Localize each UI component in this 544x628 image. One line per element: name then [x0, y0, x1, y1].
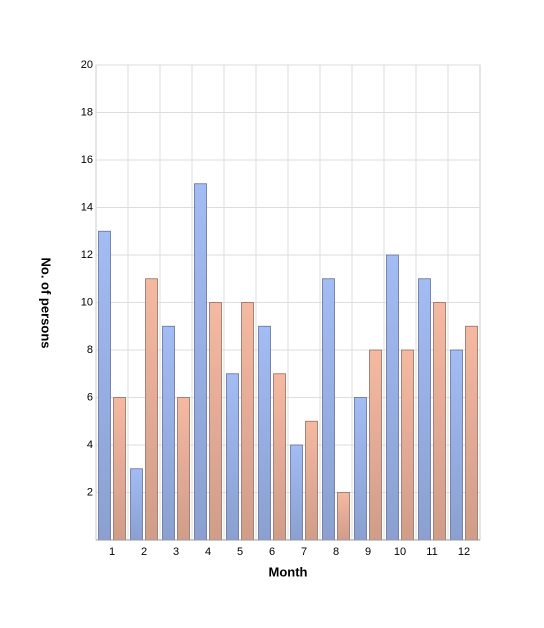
bar: [226, 373, 239, 541]
y-tick-label: 12: [81, 249, 93, 261]
bar: [290, 444, 303, 541]
bar: [145, 278, 158, 541]
x-tick-label: 12: [458, 546, 470, 558]
bar: [322, 278, 335, 541]
y-tick-label: 20: [81, 59, 93, 71]
x-axis-title: Month: [269, 564, 308, 579]
y-tick-label: 2: [87, 486, 93, 498]
y-tick-label: 6: [87, 391, 93, 403]
bar: [130, 468, 143, 541]
x-tick-label: 7: [301, 546, 307, 558]
y-tick-label: 10: [81, 296, 93, 308]
y-tick-label: 4: [87, 439, 93, 451]
x-tick-label: 2: [141, 546, 147, 558]
bar: [241, 302, 254, 541]
bar: [194, 183, 207, 541]
x-tick-label: 4: [205, 546, 211, 558]
y-tick-label: 8: [87, 344, 93, 356]
bar: [162, 325, 175, 541]
x-tick-label: 6: [269, 546, 275, 558]
bar: [273, 373, 286, 541]
y-tick-label: 18: [81, 106, 93, 118]
y-tick-label: 16: [81, 154, 93, 166]
bar: [305, 420, 318, 541]
y-tick-label: 14: [81, 201, 93, 213]
x-tick-label: 5: [237, 546, 243, 558]
bar: [337, 492, 350, 541]
x-tick-label: 9: [365, 546, 371, 558]
x-tick-label: 3: [173, 546, 179, 558]
x-tick-label: 11: [426, 546, 437, 558]
bar: [98, 230, 111, 541]
x-tick-label: 10: [394, 546, 406, 558]
bar: [386, 254, 399, 541]
bar: [418, 278, 431, 541]
x-tick-label: 1: [109, 546, 115, 558]
bar: [209, 302, 222, 541]
y-axis-title: No. of persons: [39, 257, 54, 348]
bar: [450, 349, 463, 541]
bar: [401, 349, 414, 541]
bar: [177, 397, 190, 541]
bar: [354, 397, 367, 541]
bar: [369, 349, 382, 541]
bar: [258, 325, 271, 541]
bar: [113, 397, 126, 541]
bar: [465, 325, 478, 541]
bar: [433, 302, 446, 541]
x-tick-label: 8: [333, 546, 339, 558]
